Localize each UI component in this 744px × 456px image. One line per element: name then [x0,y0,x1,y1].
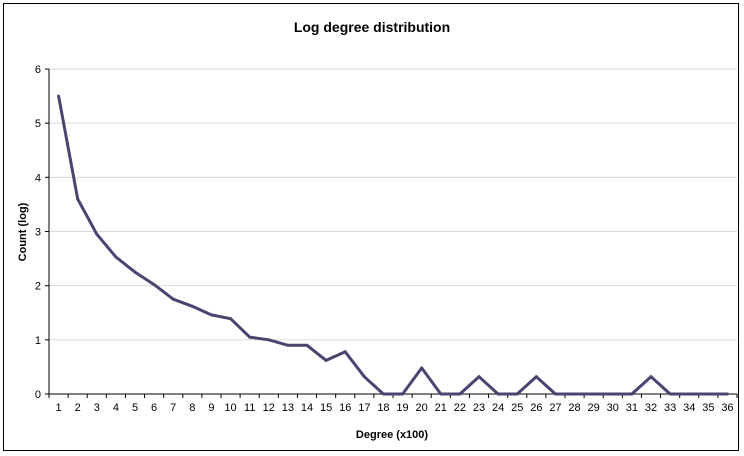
x-tick-label: 12 [263,402,275,414]
data-point [725,392,729,396]
x-tick-label: 4 [113,402,119,414]
x-tick-label: 23 [473,402,485,414]
x-tick-label: 19 [396,402,408,414]
x-tick-label: 26 [530,402,542,414]
data-point [630,392,634,396]
y-tick-label: 5 [35,118,41,130]
y-tick-label: 6 [35,64,41,76]
data-point [324,358,328,362]
x-tick-label: 3 [94,402,100,414]
x-tick-label: 31 [626,402,638,414]
x-tick-label: 8 [189,402,195,414]
y-tick-labels: 0 1 2 3 4 5 6 [35,64,41,401]
x-tick-label: 20 [416,402,428,414]
data-point [401,392,405,396]
data-point [458,392,462,396]
x-tick-label: 33 [664,402,676,414]
data-point [286,343,290,347]
data-point [573,392,577,396]
data-point [76,197,80,201]
data-point [553,392,557,396]
x-tick-label: 34 [683,402,695,414]
x-tick-label: 9 [208,402,214,414]
axes [45,68,738,398]
y-tick-label: 1 [35,335,41,347]
x-tick-label: 17 [358,402,370,414]
x-tick-label: 24 [492,402,504,414]
data-point [534,375,538,379]
y-tick-label: 2 [35,281,41,293]
data-point [611,392,615,396]
x-tick-label: 27 [549,402,561,414]
data-points [57,94,729,396]
x-tick-label: 1 [55,402,61,414]
x-tick-label: 7 [170,402,176,414]
chart-frame [3,3,739,451]
series-line [57,95,728,396]
data-point [57,94,61,98]
data-point [343,350,347,354]
data-point [668,392,672,396]
data-point [171,297,175,301]
x-tick-label: 25 [511,402,523,414]
y-axis-label: Count (log) [17,202,29,261]
x-tick-label: 5 [132,402,138,414]
data-point [95,232,99,236]
x-tick-label: 15 [320,402,332,414]
data-point [496,392,500,396]
data-point [439,392,443,396]
x-tick-label: 35 [702,402,714,414]
data-point [152,283,156,287]
x-tick-label: 29 [588,402,600,414]
x-tick-label: 32 [645,402,657,414]
x-tick-label: 36 [721,402,733,414]
data-point [133,270,137,274]
data-point [515,392,519,396]
x-tick-label: 22 [454,402,466,414]
data-point [209,313,213,317]
x-tick-label: 21 [435,402,447,414]
x-tick-label: 16 [339,402,351,414]
data-point [381,392,385,396]
x-tick-label: 6 [151,402,157,414]
data-point [649,375,653,379]
data-point [706,392,710,396]
y-tick-label: 0 [35,389,41,401]
data-point [687,392,691,396]
x-tick-label: 28 [568,402,580,414]
data-point [190,304,194,308]
data-point [477,375,481,379]
data-point [267,338,271,342]
x-tick-label: 13 [282,402,294,414]
data-point [592,392,596,396]
y-tick-label: 3 [35,227,41,239]
x-tick-label: 2 [75,402,81,414]
data-point [420,366,424,370]
chart-title: Log degree distribution [294,19,450,35]
x-axis-label: Degree (x100) [356,429,428,441]
x-tick-labels: 1 2 3 4 5 6 7 8 9 10 11 12 13 14 15 16 17 18 19 20 21 22 23 24 2… [55,402,733,414]
x-tick-label: 14 [301,402,313,414]
x-tick-label: 11 [244,402,255,414]
x-tick-label: 10 [224,402,236,414]
data-point [362,375,366,379]
data-point [305,343,309,347]
data-point [114,255,118,259]
x-tick-label: 18 [377,402,389,414]
x-tick-label: 30 [607,402,619,414]
y-tick-label: 4 [35,172,41,184]
data-point [229,317,233,321]
grid-lines [49,68,737,341]
data-point [248,335,252,339]
